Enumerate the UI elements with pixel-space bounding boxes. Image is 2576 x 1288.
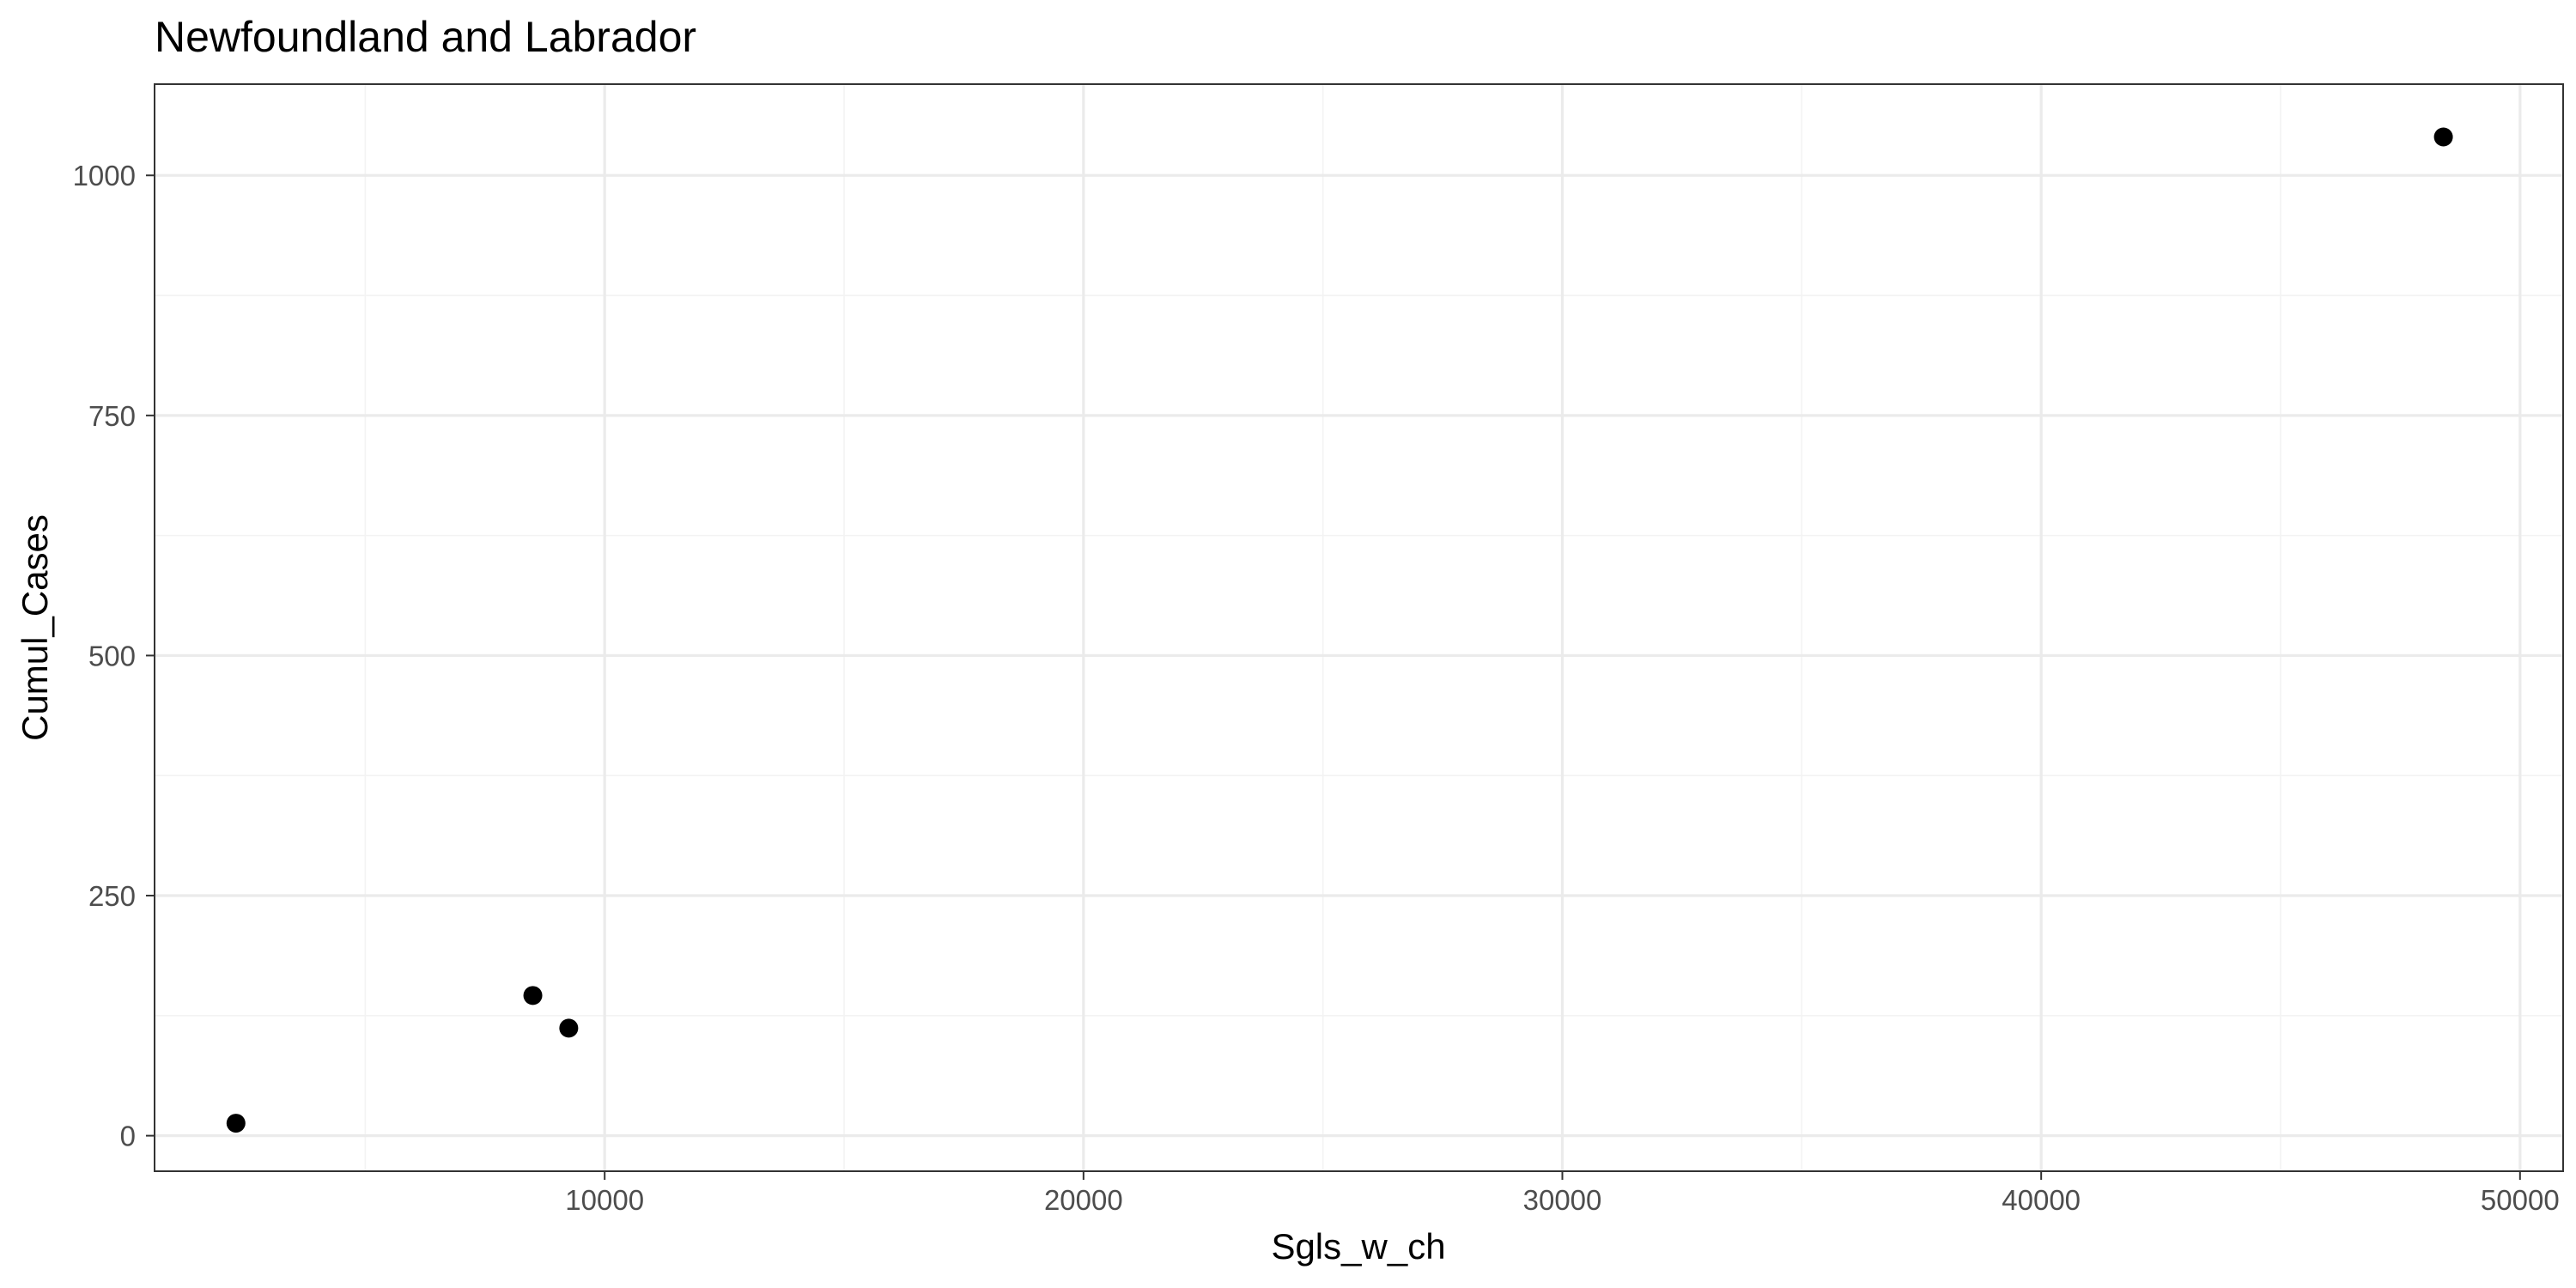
x-tick-label: 20000 bbox=[1044, 1184, 1123, 1216]
panel-background bbox=[155, 84, 2563, 1171]
x-tick-label: 10000 bbox=[565, 1184, 644, 1216]
y-tick-label: 500 bbox=[88, 640, 136, 671]
panel-border bbox=[154, 83, 2564, 1172]
x-tick-label: 50000 bbox=[2481, 1184, 2560, 1216]
y-tick-label: 0 bbox=[120, 1121, 136, 1152]
y-tick-label: 750 bbox=[88, 400, 136, 432]
data-point-2 bbox=[559, 1018, 579, 1038]
major-gridlines bbox=[155, 84, 2563, 1171]
minor-gridlines bbox=[155, 84, 2563, 1171]
y-tick-label: 250 bbox=[88, 880, 136, 912]
data-point-1 bbox=[523, 986, 543, 1005]
y-axis-title: Cumul_Cases bbox=[15, 514, 55, 741]
x-tick-label: 40000 bbox=[2002, 1184, 2081, 1216]
y-tick-label: 1000 bbox=[73, 160, 136, 191]
data-point-3 bbox=[2433, 127, 2453, 147]
x-axis-title: Sgls_w_ch bbox=[1271, 1226, 1445, 1267]
data-points bbox=[226, 127, 2453, 1133]
axis-ticks bbox=[146, 174, 2521, 1180]
x-tick-label: 30000 bbox=[1523, 1184, 1602, 1216]
data-point-0 bbox=[226, 1114, 246, 1133]
axis-tick-labels: 10000 20000 30000 40000 50000 0 250 500 750 1000 bbox=[73, 160, 2560, 1216]
chart-title: Newfoundland and Labrador bbox=[155, 13, 696, 61]
